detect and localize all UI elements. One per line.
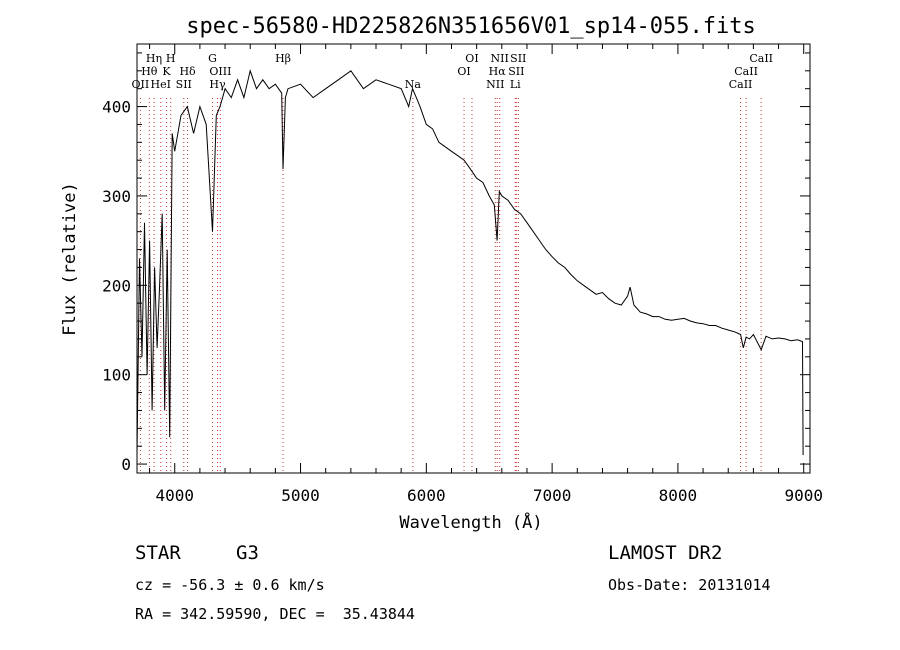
y-tick-label: 400 [102, 98, 131, 117]
y-axis-label: Flux (relative) [60, 182, 80, 336]
line-label: Na [405, 78, 422, 91]
line-label: Hβ [275, 52, 291, 65]
line-label: NII [486, 78, 504, 91]
survey-label: LAMOST DR2 [608, 542, 723, 564]
subclass-label: G3 [236, 542, 259, 564]
line-label: H [166, 52, 176, 65]
line-label: OII [132, 78, 150, 91]
x-axis-label: Wavelength (Å) [399, 511, 542, 533]
line-label: CaII [734, 65, 758, 78]
y-tick-label: 300 [102, 187, 131, 206]
y-axis: 0 100 200 300 400 [102, 52, 810, 474]
x-tick-label: 5000 [281, 486, 320, 505]
redshift-text: cz = -56.3 ± 0.6 km/s [135, 576, 325, 594]
line-label: Hθ [141, 65, 158, 78]
line-label: OIII [209, 65, 231, 78]
line-label: NII [491, 52, 509, 65]
line-label: CaII [749, 52, 773, 65]
line-label: Hη [146, 52, 162, 65]
line-label: OI [457, 65, 470, 78]
line-label: K [162, 65, 171, 78]
line-label: HeI [151, 78, 171, 91]
class-label: STAR [135, 542, 181, 564]
spectrum-line [136, 69, 804, 456]
line-label: Li [510, 78, 521, 91]
line-label: G [208, 52, 217, 65]
coordinates-text: RA = 342.59590, DEC = 35.43844 [135, 605, 415, 623]
chart-title: spec-56580-HD225826N351656V01_sp14-055.f… [186, 14, 756, 39]
y-tick-label: 100 [102, 366, 131, 385]
x-tick-label: 9000 [784, 486, 823, 505]
x-axis: 4000 5000 6000 7000 8000 9000 [149, 44, 823, 505]
x-tick-label: 6000 [407, 486, 446, 505]
plot-frame [136, 43, 811, 474]
obs-date-text: Obs-Date: 20131014 [608, 576, 771, 594]
spectral-line-markers: OIIHθHηHeIKHSIIHδGHγOIIIHβNaOIOINIINIIHα… [132, 52, 773, 473]
line-label: Hδ [179, 65, 196, 78]
x-tick-label: 7000 [533, 486, 572, 505]
x-tick-label: 8000 [659, 486, 698, 505]
y-tick-label: 200 [102, 276, 131, 295]
line-label: Hα [489, 65, 507, 78]
line-label: Hγ [209, 78, 226, 91]
line-label: SII [510, 52, 526, 65]
y-tick-label: 0 [121, 455, 131, 474]
line-label: SII [508, 65, 524, 78]
line-label: CaII [729, 78, 753, 91]
line-label: OI [465, 52, 478, 65]
x-tick-label: 4000 [155, 486, 194, 505]
line-label: SII [176, 78, 192, 91]
